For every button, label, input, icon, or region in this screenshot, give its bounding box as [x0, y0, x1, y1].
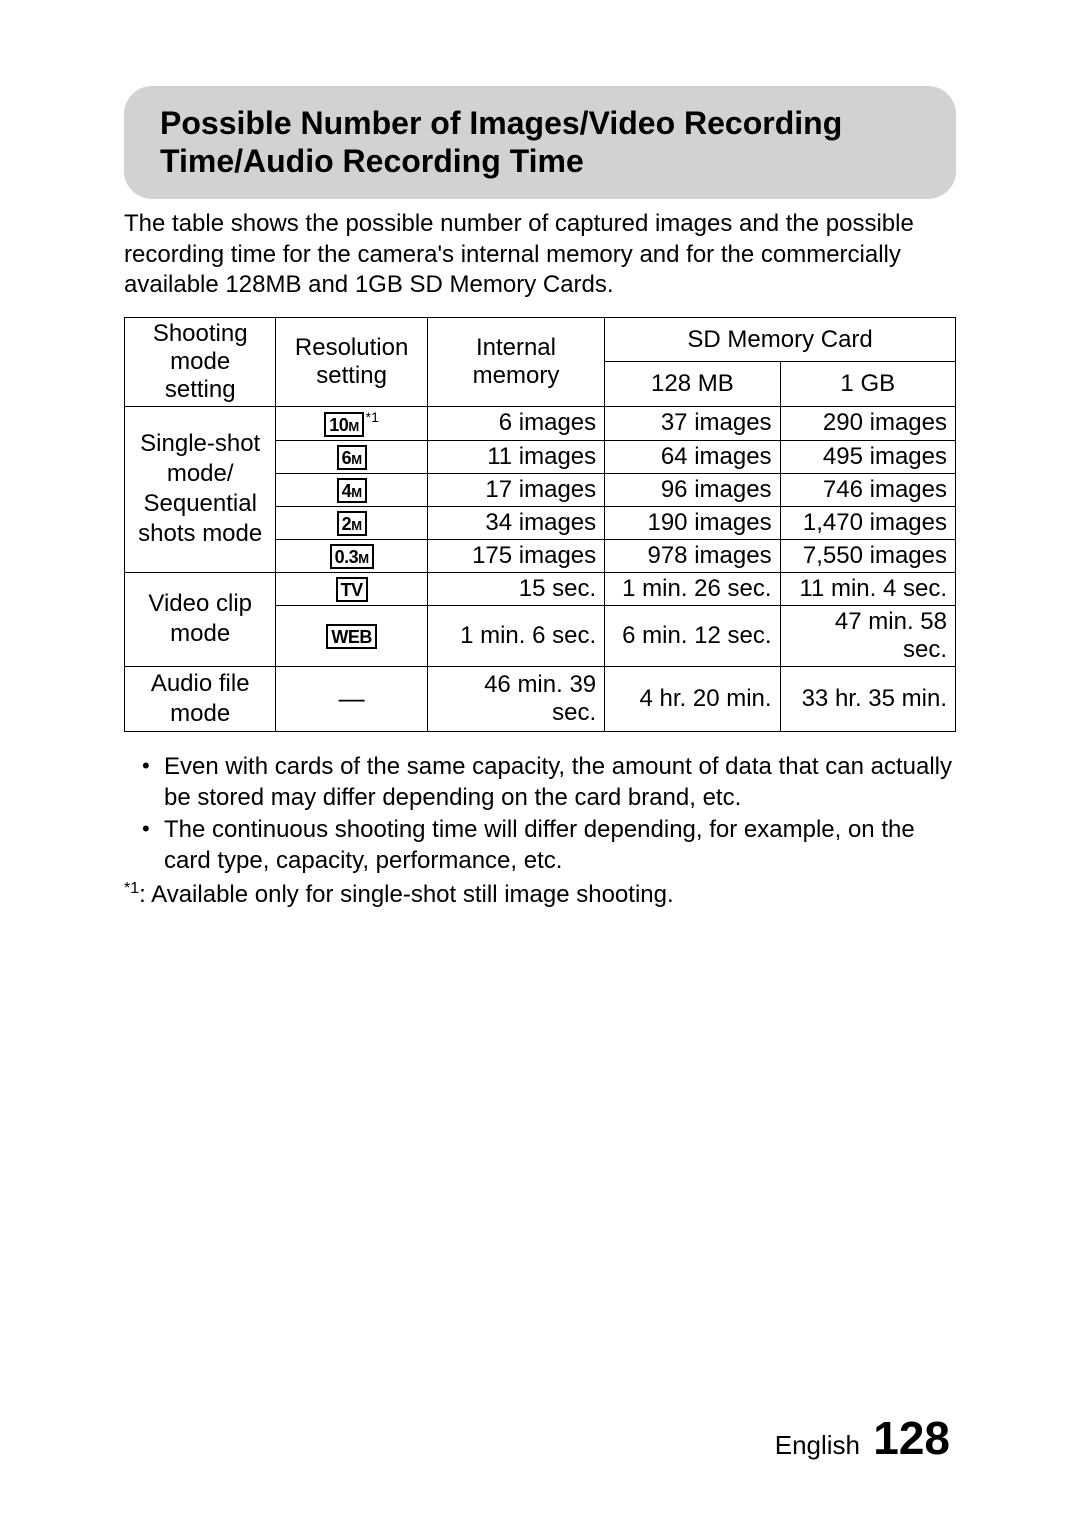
- resolution-icon: 2M: [337, 511, 367, 536]
- cell-sd128: 64 images: [605, 440, 780, 473]
- footnote-text: : Available only for single-shot still i…: [139, 881, 674, 908]
- table-row: Audio file mode — 46 min. 39 sec. 4 hr. …: [125, 666, 956, 731]
- resolution-footnote-mark: *1: [366, 409, 379, 425]
- cell-sd128: 1 min. 26 sec.: [605, 572, 780, 605]
- resolution-icon: 0.3M: [330, 544, 374, 569]
- col-sd-group: SD Memory Card: [605, 317, 956, 362]
- cell-sd1gb: 7,550 images: [780, 539, 955, 572]
- cell-sd1gb: 495 images: [780, 440, 955, 473]
- resolution-icon: 6M: [337, 445, 367, 470]
- cell-sd128: 978 images: [605, 539, 780, 572]
- intro-paragraph: The table shows the possible number of c…: [124, 209, 956, 301]
- capacity-table: Shooting mode setting Resolution setting…: [124, 317, 956, 732]
- resolution-icon: WEB: [326, 624, 377, 649]
- cell-sd1gb: 11 min. 4 sec.: [780, 572, 955, 605]
- mode-single-line2: mode/: [167, 460, 234, 487]
- footer-language: English: [775, 1430, 860, 1460]
- cell-sd1gb: 47 min. 58 sec.: [780, 605, 955, 666]
- footnote-mark: *1: [124, 880, 139, 897]
- mode-single: Single-shot mode/ Sequential shots mode: [125, 406, 276, 572]
- resolution-cell: —: [276, 666, 427, 731]
- col-shooting-mode: Shooting mode setting: [125, 317, 276, 406]
- mode-single-line3: Sequential: [143, 490, 256, 517]
- mode-single-line1: Single-shot: [140, 430, 260, 457]
- resolution-cell: 2M: [276, 506, 427, 539]
- cell-internal: 6 images: [427, 406, 604, 440]
- resolution-cell: TV: [276, 572, 427, 605]
- manual-page: Possible Number of Images/Video Recordin…: [0, 0, 1080, 1521]
- section-title-bar: Possible Number of Images/Video Recordin…: [124, 86, 956, 199]
- cell-internal: 15 sec.: [427, 572, 604, 605]
- mode-audio: Audio file mode: [125, 666, 276, 731]
- cell-sd128: 37 images: [605, 406, 780, 440]
- cell-sd1gb: 290 images: [780, 406, 955, 440]
- table-row: Single-shot mode/ Sequential shots mode …: [125, 406, 956, 440]
- resolution-icon: 10M: [324, 412, 363, 437]
- resolution-cell: WEB: [276, 605, 427, 666]
- cell-sd1gb: 33 hr. 35 min.: [780, 666, 955, 731]
- resolution-icon: 4M: [337, 478, 367, 503]
- cell-sd1gb: 746 images: [780, 473, 955, 506]
- resolution-cell: 10M*1: [276, 406, 427, 440]
- cell-sd128: 96 images: [605, 473, 780, 506]
- cell-sd128: 190 images: [605, 506, 780, 539]
- page-footer: English 128: [775, 1411, 950, 1465]
- cell-internal: 46 min. 39 sec.: [427, 666, 604, 731]
- resolution-cell: 6M: [276, 440, 427, 473]
- note-item: Even with cards of the same capacity, th…: [142, 752, 956, 813]
- col-internal: Internal memory: [427, 317, 604, 406]
- footer-page-number: 128: [873, 1412, 950, 1464]
- cell-internal: 11 images: [427, 440, 604, 473]
- cell-internal: 17 images: [427, 473, 604, 506]
- footnote: *1: Available only for single-shot still…: [124, 879, 956, 911]
- cell-sd128: 4 hr. 20 min.: [605, 666, 780, 731]
- cell-sd128: 6 min. 12 sec.: [605, 605, 780, 666]
- section-title: Possible Number of Images/Video Recordin…: [160, 104, 932, 181]
- cell-internal: 175 images: [427, 539, 604, 572]
- cell-internal: 1 min. 6 sec.: [427, 605, 604, 666]
- col-sd-128: 128 MB: [605, 362, 780, 407]
- notes-list: Even with cards of the same capacity, th…: [142, 752, 956, 877]
- col-sd-1gb: 1 GB: [780, 362, 955, 407]
- table-header-row-1: Shooting mode setting Resolution setting…: [125, 317, 956, 362]
- mode-video: Video clip mode: [125, 572, 276, 666]
- cell-internal: 34 images: [427, 506, 604, 539]
- col-resolution: Resolution setting: [276, 317, 427, 406]
- resolution-cell: 4M: [276, 473, 427, 506]
- table-row: Video clip mode TV 15 sec. 1 min. 26 sec…: [125, 572, 956, 605]
- mode-single-line4: shots mode: [138, 520, 262, 547]
- resolution-icon: TV: [336, 577, 368, 602]
- cell-sd1gb: 1,470 images: [780, 506, 955, 539]
- resolution-cell: 0.3M: [276, 539, 427, 572]
- note-item: The continuous shooting time will differ…: [142, 815, 956, 876]
